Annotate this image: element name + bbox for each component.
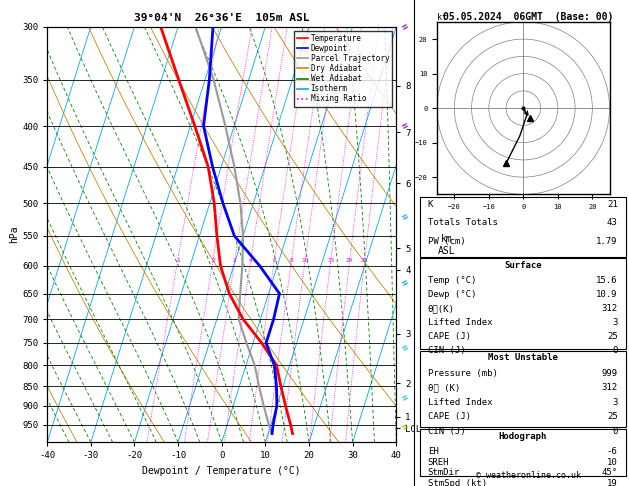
Text: 2: 2	[211, 258, 215, 262]
Text: 6: 6	[272, 258, 276, 262]
Text: 45°: 45°	[601, 468, 618, 477]
Text: 0: 0	[612, 427, 618, 436]
Text: CIN (J): CIN (J)	[428, 427, 465, 436]
Text: EH: EH	[428, 447, 438, 456]
Text: 05.05.2024  06GMT  (Base: 00): 05.05.2024 06GMT (Base: 00)	[443, 12, 613, 22]
Text: 25: 25	[607, 412, 618, 421]
Text: 25: 25	[607, 332, 618, 341]
Text: Temp (°C): Temp (°C)	[428, 277, 476, 285]
Bar	[420, 350, 626, 427]
Text: © weatheronline.co.uk: © weatheronline.co.uk	[476, 471, 581, 480]
Text: Totals Totals: Totals Totals	[428, 218, 498, 227]
Text: StmSpd (kt): StmSpd (kt)	[428, 479, 487, 486]
Text: CIN (J): CIN (J)	[428, 347, 465, 355]
Text: 10.9: 10.9	[596, 291, 618, 299]
Text: 10: 10	[607, 457, 618, 467]
Y-axis label: hPa: hPa	[9, 226, 19, 243]
Text: ≡: ≡	[400, 211, 410, 223]
Text: SREH: SREH	[428, 457, 449, 467]
Text: θᴄ (K): θᴄ (K)	[428, 383, 460, 392]
Text: θᴄ(K): θᴄ(K)	[428, 304, 455, 313]
Text: Hodograph: Hodograph	[499, 432, 547, 441]
Text: ≡: ≡	[400, 342, 410, 353]
Legend: Temperature, Dewpoint, Parcel Trajectory, Dry Adiabat, Wet Adiabat, Isotherm, Mi: Temperature, Dewpoint, Parcel Trajectory…	[294, 31, 392, 106]
Text: 20: 20	[346, 258, 353, 262]
Text: Lifted Index: Lifted Index	[428, 398, 493, 407]
Title: 39°04'N  26°36'E  105m ASL: 39°04'N 26°36'E 105m ASL	[134, 13, 309, 23]
X-axis label: Dewpoint / Temperature (°C): Dewpoint / Temperature (°C)	[142, 466, 301, 476]
Bar	[420, 259, 626, 349]
Text: Lifted Index: Lifted Index	[428, 318, 493, 328]
Text: Surface: Surface	[504, 261, 542, 270]
Text: 15.6: 15.6	[596, 277, 618, 285]
Text: 1.79: 1.79	[596, 237, 618, 246]
Text: StmDir: StmDir	[428, 468, 460, 477]
Text: 19: 19	[607, 479, 618, 486]
Text: 15: 15	[327, 258, 335, 262]
Text: 1: 1	[175, 258, 179, 262]
Text: 312: 312	[601, 304, 618, 313]
Text: 10: 10	[301, 258, 309, 262]
Text: ≡: ≡	[400, 392, 410, 404]
Text: kt: kt	[437, 13, 447, 22]
Bar	[420, 429, 626, 476]
Bar	[420, 197, 626, 257]
Text: ≡: ≡	[400, 420, 410, 432]
Text: 4: 4	[249, 258, 253, 262]
Text: PW (cm): PW (cm)	[428, 237, 465, 246]
Text: Dewp (°C): Dewp (°C)	[428, 291, 476, 299]
Text: 25: 25	[361, 258, 369, 262]
Text: 21: 21	[607, 200, 618, 208]
Text: 999: 999	[601, 369, 618, 378]
Text: ≡: ≡	[400, 21, 410, 33]
Text: 3: 3	[612, 318, 618, 328]
Text: 3: 3	[233, 258, 237, 262]
Text: 312: 312	[601, 383, 618, 392]
Text: Pressure (mb): Pressure (mb)	[428, 369, 498, 378]
Text: 43: 43	[607, 218, 618, 227]
Y-axis label: km
ASL: km ASL	[438, 235, 455, 256]
Text: CAPE (J): CAPE (J)	[428, 412, 470, 421]
Text: -6: -6	[607, 447, 618, 456]
Text: 0: 0	[612, 347, 618, 355]
Text: CAPE (J): CAPE (J)	[428, 332, 470, 341]
Text: 3: 3	[612, 398, 618, 407]
Text: ≡: ≡	[400, 277, 410, 289]
Text: ≡: ≡	[400, 120, 410, 132]
Text: K: K	[428, 200, 433, 208]
Text: 8: 8	[289, 258, 293, 262]
Text: Most Unstable: Most Unstable	[487, 353, 558, 363]
